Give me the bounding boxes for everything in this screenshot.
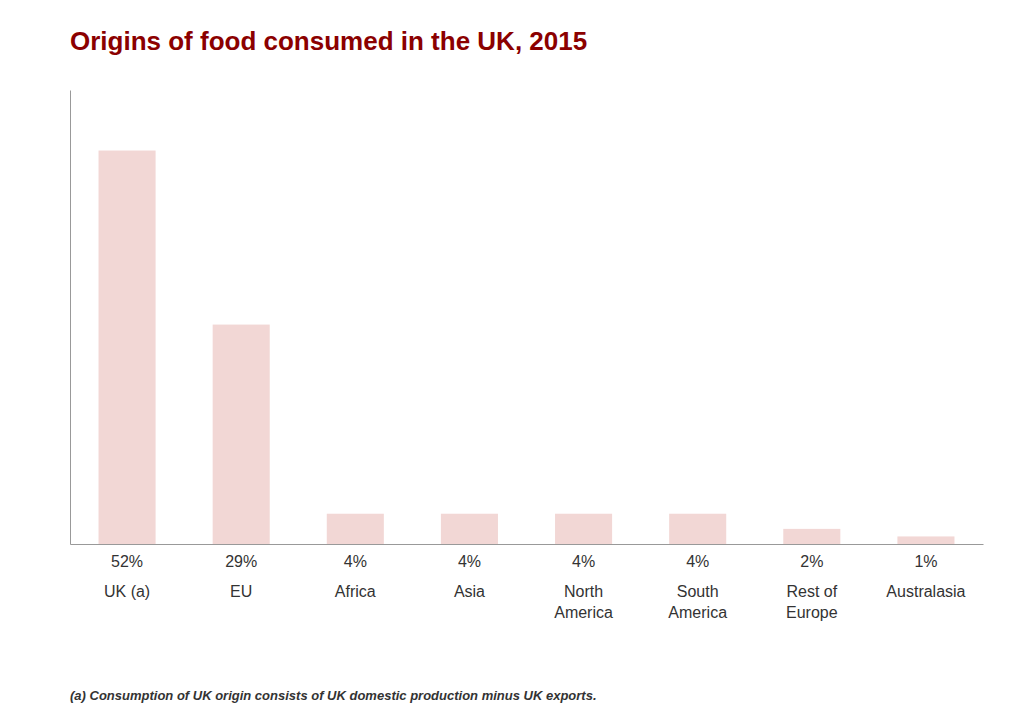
bar <box>555 514 612 544</box>
x-tick-label-line: America <box>668 604 727 621</box>
x-tick-label: Rest of Europe <box>786 583 838 621</box>
bar <box>897 536 954 544</box>
x-tick-label: North America <box>554 583 613 621</box>
x-tick: Rest of Europe <box>786 583 838 621</box>
chart: Origins of food consumed in the UK, 2015… <box>0 0 1013 714</box>
x-axis: UK (a) EU Africa Asia North America South Ameri… <box>71 545 984 622</box>
x-tick-label-line: America <box>554 604 613 621</box>
x-tick: South America <box>668 583 727 621</box>
footnote: (a) Consumption of UK origin consists of… <box>70 688 597 703</box>
bar <box>783 529 840 544</box>
x-tick-label: Asia <box>454 583 485 600</box>
x-tick: Asia <box>454 583 485 600</box>
bar <box>99 151 156 544</box>
bar <box>327 514 384 544</box>
data-label: 1% <box>914 553 937 570</box>
x-tick-label: EU <box>230 583 252 600</box>
x-tick-label-line: South <box>677 583 719 600</box>
bars <box>99 151 955 544</box>
data-label: 2% <box>800 553 823 570</box>
data-label: 29% <box>225 553 257 570</box>
data-labels: 52% 29% 4% 4% 4% 4% 2% 1% <box>111 553 937 570</box>
data-label: 4% <box>344 553 367 570</box>
x-tick-label-line: Rest of <box>786 583 837 600</box>
x-tick-label-line: Australasia <box>886 583 965 600</box>
title: Origins of food consumed in the UK, 2015 <box>70 26 587 56</box>
bar <box>213 325 270 544</box>
x-tick-label-line: EU <box>230 583 252 600</box>
x-tick-label-line: North <box>564 583 603 600</box>
x-tick: Australasia <box>886 583 965 600</box>
y-axis <box>70 91 71 545</box>
x-tick: UK (a) <box>104 583 150 600</box>
data-label: 52% <box>111 553 143 570</box>
x-tick-label: Africa <box>335 583 376 600</box>
x-tick-label-line: Asia <box>454 583 485 600</box>
x-tick: North America <box>554 583 613 621</box>
x-axis-line <box>71 544 984 545</box>
x-tick-label-line: Europe <box>786 604 838 621</box>
x-tick-label: UK (a) <box>104 583 150 600</box>
data-label: 4% <box>572 553 595 570</box>
data-label: 4% <box>458 553 481 570</box>
bar <box>441 514 498 544</box>
x-tick-label: Australasia <box>886 583 965 600</box>
x-tick-label-line: UK (a) <box>104 583 150 600</box>
x-tick-label: South America <box>668 583 727 621</box>
x-tick: EU <box>230 583 252 600</box>
x-tick-label-line: Africa <box>335 583 376 600</box>
y-axis-line <box>70 91 71 545</box>
data-label: 4% <box>686 553 709 570</box>
bar <box>669 514 726 544</box>
x-tick: Africa <box>335 583 376 600</box>
